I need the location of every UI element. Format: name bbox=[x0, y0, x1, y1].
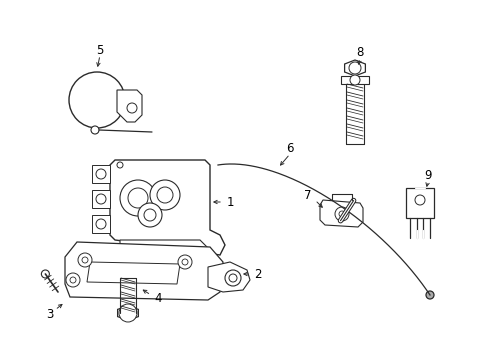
Polygon shape bbox=[92, 165, 110, 183]
Polygon shape bbox=[118, 306, 138, 320]
Circle shape bbox=[128, 188, 148, 208]
Circle shape bbox=[334, 207, 348, 221]
Text: 4: 4 bbox=[154, 292, 162, 305]
Circle shape bbox=[91, 126, 99, 134]
Polygon shape bbox=[92, 215, 110, 233]
Bar bbox=[405, 188, 433, 218]
Circle shape bbox=[138, 203, 162, 227]
Circle shape bbox=[228, 274, 237, 282]
Circle shape bbox=[127, 103, 137, 113]
Bar bbox=[340, 76, 368, 84]
Text: 9: 9 bbox=[424, 168, 431, 181]
Circle shape bbox=[96, 219, 106, 229]
Polygon shape bbox=[110, 160, 224, 255]
Circle shape bbox=[414, 195, 424, 205]
Circle shape bbox=[224, 270, 241, 286]
Polygon shape bbox=[87, 262, 180, 284]
Polygon shape bbox=[65, 242, 223, 300]
Text: 7: 7 bbox=[304, 189, 311, 202]
Circle shape bbox=[348, 62, 360, 74]
Polygon shape bbox=[344, 60, 365, 76]
Circle shape bbox=[69, 72, 125, 128]
Circle shape bbox=[96, 194, 106, 204]
Circle shape bbox=[119, 304, 137, 322]
Circle shape bbox=[349, 75, 359, 85]
Polygon shape bbox=[117, 90, 142, 122]
Circle shape bbox=[338, 211, 345, 217]
Circle shape bbox=[143, 209, 156, 221]
Circle shape bbox=[120, 180, 156, 216]
Polygon shape bbox=[92, 190, 110, 208]
Polygon shape bbox=[120, 240, 209, 250]
Polygon shape bbox=[207, 262, 249, 292]
Circle shape bbox=[78, 253, 92, 267]
Circle shape bbox=[425, 291, 433, 299]
Text: 1: 1 bbox=[226, 195, 233, 208]
Circle shape bbox=[117, 162, 123, 168]
Polygon shape bbox=[319, 200, 362, 227]
Circle shape bbox=[82, 257, 88, 263]
Text: 6: 6 bbox=[285, 141, 293, 154]
Circle shape bbox=[182, 259, 187, 265]
Circle shape bbox=[178, 255, 192, 269]
Text: 2: 2 bbox=[254, 267, 261, 280]
Circle shape bbox=[150, 180, 180, 210]
Circle shape bbox=[70, 277, 76, 283]
Circle shape bbox=[66, 273, 80, 287]
Circle shape bbox=[41, 270, 49, 278]
Text: 3: 3 bbox=[46, 309, 54, 321]
Text: 8: 8 bbox=[356, 45, 363, 59]
Circle shape bbox=[96, 169, 106, 179]
Circle shape bbox=[157, 187, 173, 203]
Text: 5: 5 bbox=[96, 44, 103, 57]
